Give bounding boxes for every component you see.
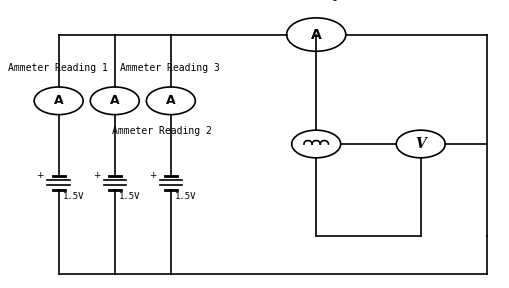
Text: 1.5V: 1.5V bbox=[63, 192, 84, 200]
Text: Ammeter Reading 2: Ammeter Reading 2 bbox=[112, 126, 212, 136]
Text: +: + bbox=[149, 171, 156, 180]
Text: A: A bbox=[310, 28, 321, 41]
Text: Ammeter Reading 4: Ammeter Reading 4 bbox=[249, 0, 349, 1]
Text: V: V bbox=[414, 137, 426, 151]
Text: Ammeter Reading 1: Ammeter Reading 1 bbox=[8, 62, 107, 73]
Text: A: A bbox=[110, 94, 119, 107]
Text: Ammeter Reading 3: Ammeter Reading 3 bbox=[120, 62, 219, 73]
Text: +: + bbox=[37, 171, 44, 180]
Text: A: A bbox=[166, 94, 175, 107]
Text: 1.5V: 1.5V bbox=[175, 192, 196, 200]
Text: +: + bbox=[93, 171, 100, 180]
Text: A: A bbox=[54, 94, 63, 107]
Text: 1.5V: 1.5V bbox=[119, 192, 140, 200]
